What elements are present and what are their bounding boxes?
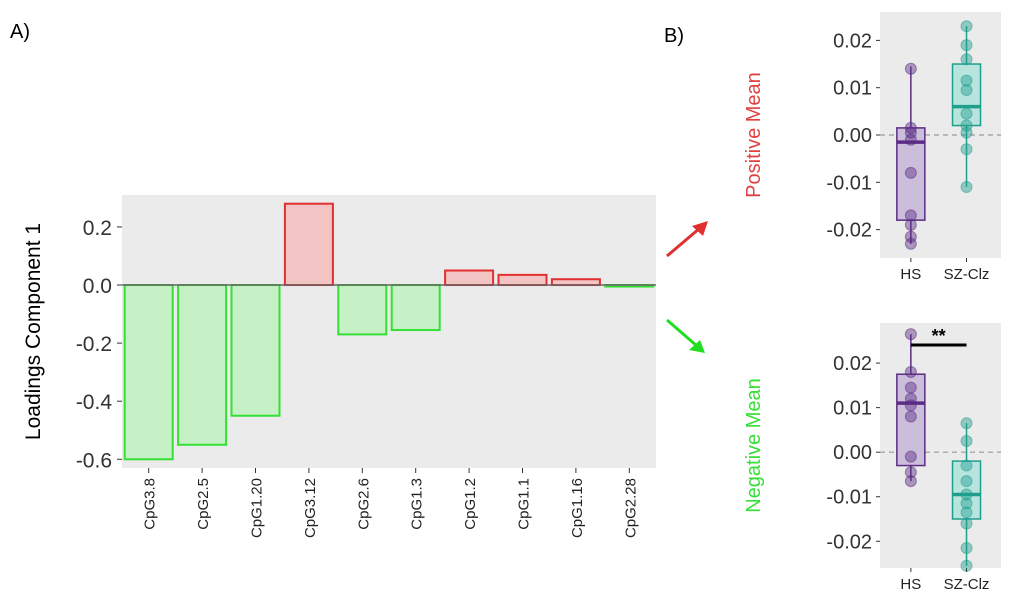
- data-point: [960, 497, 973, 510]
- data-point: [904, 328, 917, 341]
- x-tick-label: HS: [900, 576, 921, 593]
- x-tick-label: CpG2.28: [622, 478, 639, 538]
- y-tick-label: 0.02: [833, 353, 872, 375]
- data-point: [904, 392, 917, 405]
- bar: [230, 284, 281, 417]
- data-point: [904, 166, 917, 179]
- data-point: [960, 107, 973, 120]
- x-tick-label: CpG1.20: [249, 478, 266, 538]
- x-tick-label: CpG1.2: [462, 478, 479, 530]
- data-point: [904, 366, 917, 378]
- bar: [390, 284, 441, 332]
- data-point: [960, 435, 973, 448]
- x-tick-label: CpG3.8: [142, 478, 159, 530]
- y-tick-label: 0.0: [83, 275, 112, 298]
- data-point: [904, 62, 917, 75]
- positive-mean-boxplot: HS SZ-Clz 0.02 0.01 0.00 -0.01 -0.02 Positive M…: [743, 12, 1001, 283]
- y-tick-label: -0.01: [826, 172, 872, 194]
- data-point: [960, 181, 973, 194]
- y-tick-label: 0.01: [833, 78, 872, 100]
- panel-b-label: B): [664, 25, 684, 47]
- x-tick-label: CpG1.1: [516, 478, 533, 530]
- data-point: [904, 237, 917, 250]
- x-tick-label: CpG1.3: [409, 478, 426, 530]
- x-tick-label: CpG2.6: [355, 478, 372, 530]
- data-point: [904, 209, 917, 222]
- data-point: [960, 475, 973, 488]
- bar: [444, 269, 495, 287]
- x-tick-label: CpG2.5: [195, 478, 212, 530]
- bar: [497, 273, 548, 287]
- y-tick-label: -0.02: [826, 220, 872, 242]
- arrow-down-right: [666, 318, 705, 353]
- data-point: [904, 399, 917, 412]
- y-tick-label: 0.01: [833, 398, 872, 420]
- bar: [550, 278, 601, 287]
- y-tick-label: -0.01: [826, 487, 872, 509]
- x-tick-label: CpG3.12: [302, 478, 319, 538]
- box: [896, 373, 926, 467]
- y-tick-label: -0.4: [76, 391, 113, 414]
- x-tick-label: SZ-Clz: [944, 576, 990, 593]
- data-point: [960, 74, 973, 87]
- y-tick-label: 0.02: [833, 30, 872, 52]
- bar: [283, 202, 334, 287]
- data-point: [904, 218, 917, 231]
- data-point: [904, 466, 917, 479]
- data-point: [904, 410, 917, 423]
- data-point: [960, 53, 973, 66]
- data-point: [904, 450, 917, 463]
- panel-a-label: A): [10, 21, 30, 43]
- data-point: [960, 541, 973, 554]
- data-point: [960, 126, 973, 139]
- data-point: [960, 143, 973, 156]
- y-tick-label: 0.00: [833, 442, 872, 464]
- y-tick-label: -0.6: [76, 449, 112, 472]
- x-tick-label: SZ-Clz: [944, 266, 990, 283]
- y-tick-label: -0.02: [826, 531, 872, 553]
- data-point: [960, 84, 973, 97]
- x-tick-label: HS: [900, 266, 921, 283]
- data-point: [960, 459, 973, 472]
- bar: [337, 284, 388, 336]
- data-point: [904, 381, 917, 394]
- data-point: [904, 121, 917, 134]
- x-tick-label: CpG1.16: [569, 478, 586, 538]
- arrow-up-right: [666, 221, 708, 258]
- significance-label: **: [932, 326, 946, 346]
- bar: [177, 284, 228, 446]
- y-tick-label: 0.2: [83, 217, 112, 240]
- data-point: [904, 133, 917, 146]
- bar: [123, 284, 174, 461]
- data-point: [960, 517, 973, 530]
- loadings-bar-chart: CpG3.8 CpG2.5 CpG1.20 CpG3.12 CpG2.6 CpG1.3 Cp…: [22, 195, 656, 538]
- data-point: [960, 417, 973, 430]
- negative-mean-boxplot: HS SZ-Clz 0.02 0.01 0.00 -0.01 -0.02 Negative M…: [743, 323, 1001, 593]
- data-point: [960, 39, 973, 52]
- data-point: [960, 506, 973, 519]
- y-tick-label: -0.2: [76, 333, 112, 356]
- panel-title: Positive Mean: [743, 72, 765, 198]
- data-point: [904, 475, 917, 488]
- box: [951, 63, 982, 127]
- panel-title: Negative Mean: [743, 378, 765, 513]
- y-tick-label: 0.00: [833, 125, 872, 147]
- data-point: [960, 20, 973, 33]
- y-axis-title: Loadings Component 1: [22, 223, 45, 440]
- data-point: [960, 488, 973, 501]
